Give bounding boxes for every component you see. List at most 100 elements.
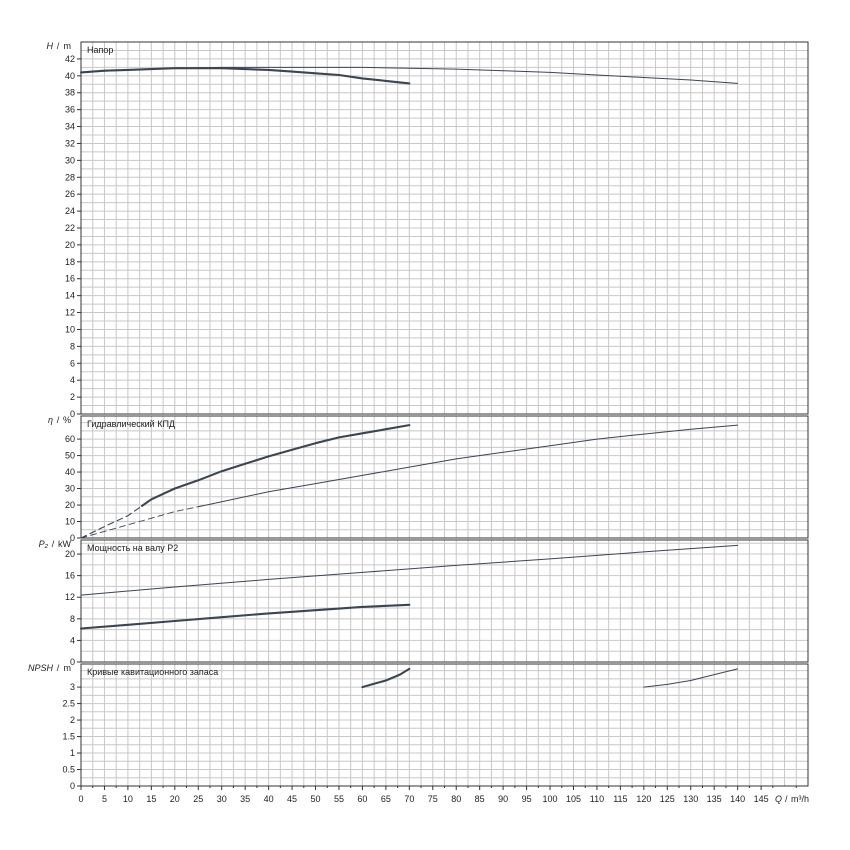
panel-frame (80, 415, 809, 539)
y-tick-label: 12 (65, 308, 75, 318)
y-tick-label: 20 (65, 549, 75, 559)
x-tick-label: 10 (123, 794, 133, 804)
series-line-thin-dashed (80, 506, 199, 539)
panel-0 (77, 41, 809, 415)
series-line-thick (361, 667, 411, 689)
y-tick-label: 16 (65, 571, 75, 581)
y-axis-variable: NPSH (28, 663, 54, 673)
y-tick-label: 4 (70, 635, 75, 645)
x-tick-label: 50 (311, 794, 321, 804)
y-tick-label: 28 (65, 172, 75, 182)
y-axis-separator: / (52, 539, 55, 549)
x-tick-label: 35 (240, 794, 250, 804)
x-tick-label: 145 (754, 794, 769, 804)
x-tick-label: 40 (264, 794, 274, 804)
x-tick-label: 30 (217, 794, 227, 804)
x-tick-label: 55 (334, 794, 344, 804)
x-tick-label: 95 (522, 794, 532, 804)
y-tick-label: 8 (70, 341, 75, 351)
x-tick-label: 75 (428, 794, 438, 804)
y-tick-label: 1.5 (62, 732, 75, 742)
y-tick-label: 40 (65, 467, 75, 477)
x-tick-label: 85 (475, 794, 485, 804)
y-tick-label: 0 (70, 781, 75, 791)
y-tick-label: 0.5 (62, 765, 75, 775)
panel-3 (77, 663, 809, 787)
x-tick-label: 90 (498, 794, 508, 804)
y-tick-label: 16 (65, 274, 75, 284)
x-tick-label: 115 (613, 794, 627, 804)
x-tick-label: 20 (170, 794, 180, 804)
x-axis-separator: / (785, 794, 788, 804)
y-tick-label: 10 (65, 324, 75, 334)
series-line-thick-dashed (80, 505, 143, 539)
y-tick-label: 3 (70, 682, 75, 692)
series-line-thin (80, 544, 739, 596)
x-tick-label: 100 (543, 794, 558, 804)
y-tick-label: 0 (70, 657, 75, 667)
y-axis-variable: P₂ (39, 539, 49, 549)
y-tick-label: 30 (65, 155, 75, 165)
panel-frame (80, 539, 809, 663)
y-axis-separator: / (57, 415, 60, 425)
y-tick-label: 6 (70, 358, 75, 368)
y-tick-label: 20 (65, 500, 75, 510)
y-tick-label: 36 (65, 105, 75, 115)
x-tick-label: 120 (636, 794, 651, 804)
y-tick-label: 30 (65, 484, 75, 494)
x-tick-label: 125 (660, 794, 675, 804)
y-tick-label: 42 (65, 54, 75, 64)
y-axis-unit: m (64, 41, 72, 51)
x-tick-label: 15 (146, 794, 156, 804)
x-axis-unit: m³/h (791, 794, 809, 804)
series-line-thick (140, 424, 411, 507)
y-tick-label: 10 (65, 517, 75, 527)
y-tick-label: 2 (70, 392, 75, 402)
panel-2 (77, 539, 809, 663)
x-tick-label: 110 (590, 794, 604, 804)
x-tick-label: 60 (357, 794, 367, 804)
series-line-thick (79, 603, 411, 630)
x-tick-label: 65 (381, 794, 391, 804)
y-axis-unit: kW (58, 539, 72, 549)
panel-title: Гидравлический КПД (87, 419, 175, 429)
y-tick-label: 2.5 (62, 699, 75, 709)
x-tick-label: 135 (707, 794, 722, 804)
y-axis-variable: η (48, 415, 53, 425)
x-tick-label: 130 (683, 794, 698, 804)
y-axis-unit: % (63, 415, 71, 425)
x-tick-label: 25 (193, 794, 203, 804)
y-axis-unit: m (64, 663, 72, 673)
y-tick-label: 8 (70, 614, 75, 624)
y-tick-label: 32 (65, 138, 75, 148)
y-tick-label: 1 (70, 748, 75, 758)
y-tick-label: 26 (65, 189, 75, 199)
y-tick-label: 34 (65, 122, 75, 132)
series-line-thin (80, 66, 739, 84)
y-axis-separator: / (57, 663, 60, 673)
y-axis-separator: / (57, 41, 60, 51)
x-tick-label: 80 (451, 794, 461, 804)
x-tick-label: 70 (404, 794, 414, 804)
x-tick-label: 45 (287, 794, 297, 804)
y-tick-label: 50 (65, 451, 75, 461)
x-axis-variable: Q (775, 794, 782, 804)
x-tick-label: 140 (730, 794, 745, 804)
panel-title: Кривые кавитационного запаса (87, 667, 218, 677)
panel-title: Мощность на валу P2 (87, 543, 178, 553)
x-tick-label: 5 (102, 794, 107, 804)
y-axis-variable: H (47, 41, 54, 51)
y-tick-label: 24 (65, 206, 75, 216)
y-tick-label: 0 (70, 409, 75, 419)
series-line-thin (197, 424, 739, 508)
y-tick-label: 14 (65, 291, 75, 301)
x-tick-label: 105 (566, 794, 581, 804)
x-tick-label: 0 (78, 794, 83, 804)
panel-title: Напор (87, 45, 113, 55)
panel-1 (77, 415, 809, 539)
y-tick-label: 38 (65, 88, 75, 98)
y-tick-label: 20 (65, 240, 75, 250)
y-tick-label: 18 (65, 257, 75, 267)
y-tick-label: 12 (65, 592, 75, 602)
